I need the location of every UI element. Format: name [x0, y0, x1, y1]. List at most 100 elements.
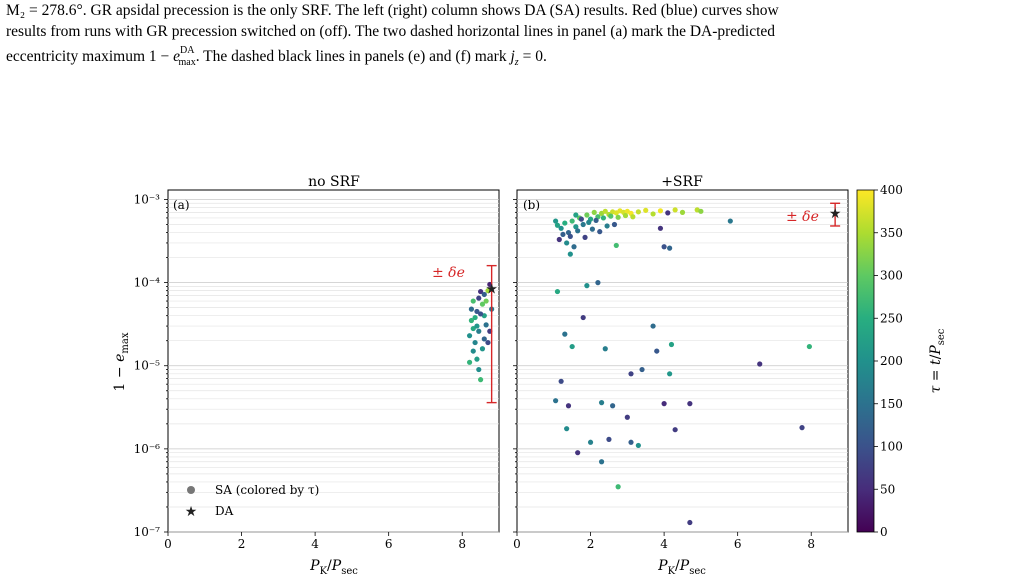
- sa-point: [661, 401, 667, 407]
- x-tick-label: 8: [458, 537, 466, 551]
- sa-point: [613, 242, 619, 249]
- x-tick-label: 2: [587, 537, 595, 551]
- sa-point: [584, 283, 590, 289]
- legend: SA (colored by τ) ★ DA: [185, 483, 320, 520]
- sa-point: [593, 217, 599, 224]
- sa-point: [698, 208, 704, 214]
- sa-point: [661, 244, 667, 250]
- panel-b-title: +SRF: [661, 174, 703, 190]
- colorbar-tick-label: 100: [880, 440, 903, 454]
- sa-point: [615, 214, 621, 220]
- sa-point: [598, 459, 605, 465]
- sa-point: [575, 450, 581, 456]
- sa-point: [468, 317, 475, 324]
- panel-a-grid: [168, 199, 499, 533]
- sa-point: [567, 233, 573, 239]
- panel-a-frame: [167, 189, 500, 533]
- sa-point: [573, 224, 579, 230]
- sa-point: [582, 234, 588, 240]
- sa-point: [584, 212, 590, 218]
- sa-point: [472, 339, 478, 346]
- sa-point: [589, 226, 595, 232]
- sa-point: [608, 213, 614, 219]
- colorbar-gradient: [856, 189, 875, 533]
- panel-b-delta-e-label: ± δe: [786, 209, 819, 225]
- sa-point: [562, 220, 568, 226]
- sa-point: [654, 348, 660, 354]
- sa-point: [481, 336, 487, 342]
- legend-da-marker: ★: [185, 504, 198, 520]
- sa-point: [580, 314, 586, 321]
- sa-point: [470, 325, 476, 332]
- sa-point: [635, 209, 641, 215]
- panel-a-points: [466, 281, 495, 383]
- da-star-marker: ★: [485, 281, 498, 297]
- panel-b-points: [553, 207, 812, 526]
- sa-point: [571, 244, 577, 250]
- sa-point: [483, 322, 489, 328]
- sa-point: [687, 519, 693, 526]
- panel-b: +SRF 0 2 4 6 8 ★ (b) ± δe PK/Psec: [513, 174, 849, 577]
- y-tick-label: 10⁻⁴: [134, 276, 161, 290]
- sa-point: [564, 426, 570, 432]
- legend-da-label: DA: [215, 504, 234, 518]
- sa-point: [567, 251, 573, 257]
- y-tick-label: 10⁻⁵: [134, 359, 161, 373]
- sa-point: [672, 207, 678, 213]
- y-tick-label: 10⁻³: [134, 192, 161, 206]
- sa-point: [478, 288, 484, 295]
- sa-point: [606, 436, 612, 442]
- sa-point: [587, 439, 594, 445]
- sa-point: [602, 208, 608, 214]
- x-tick-label: 6: [734, 537, 742, 551]
- colorbar-tick-label: 150: [880, 397, 903, 411]
- panel-a: no SRF 10⁻⁷ 10⁻⁶ 10⁻⁵ 10⁻⁴ 10⁻³ 0 2 4 6 8 ★ (a) ±…: [112, 174, 500, 577]
- panel-b-grid: [517, 199, 848, 533]
- panel-b-label: (b): [523, 198, 540, 212]
- sa-point: [598, 400, 605, 406]
- sa-point: [481, 291, 487, 298]
- sa-point: [569, 218, 575, 224]
- sa-point: [679, 209, 686, 215]
- sa-point: [556, 236, 562, 243]
- sa-point: [586, 219, 592, 225]
- sa-point: [474, 308, 480, 315]
- sa-point: [560, 231, 566, 238]
- sa-point: [470, 298, 476, 304]
- sa-point: [478, 311, 484, 317]
- x-tick-label: 6: [385, 537, 393, 551]
- colorbar-tick-label: 300: [880, 269, 903, 283]
- caption-line-3: eccentricity maximum 1 − eDAmax. The das…: [6, 45, 547, 69]
- sa-point: [483, 298, 489, 304]
- x-tick-label: 2: [238, 537, 246, 551]
- sa-point: [597, 229, 603, 235]
- sa-point: [553, 398, 559, 404]
- sa-point: [476, 295, 482, 301]
- sa-point: [478, 377, 484, 383]
- y-tick-label: 10⁻⁷: [134, 525, 161, 539]
- sa-point: [565, 403, 572, 409]
- colorbar-tick-label: 0: [880, 525, 888, 539]
- sa-point: [611, 221, 618, 228]
- sa-point: [466, 333, 473, 339]
- sa-point: [650, 211, 656, 217]
- sa-point: [657, 208, 664, 214]
- sa-point: [727, 218, 733, 224]
- legend-sa-marker: [187, 486, 195, 494]
- sa-point: [622, 212, 629, 219]
- sa-point: [643, 207, 649, 213]
- sa-point: [668, 341, 675, 348]
- sa-point: [474, 356, 480, 362]
- sa-point: [554, 222, 561, 228]
- sa-point: [553, 218, 559, 224]
- sa-point: [554, 288, 561, 295]
- figure-caption: M₂ = 278.6°. GR apsidal precession is th…: [6, 0, 1028, 73]
- legend-sa-label: SA (colored by τ): [215, 483, 319, 497]
- colorbar-tick-label: 350: [880, 226, 903, 240]
- sa-point: [615, 484, 621, 490]
- panel-a-ticks: 10⁻⁷ 10⁻⁶ 10⁻⁵ 10⁻⁴ 10⁻³ 0 2 4 6 8: [134, 192, 466, 551]
- caption-line-1: M₂ = 278.6°. GR apsidal precession is th…: [6, 2, 779, 19]
- sa-point: [564, 240, 570, 246]
- colorbar-tick-label: 200: [880, 354, 903, 368]
